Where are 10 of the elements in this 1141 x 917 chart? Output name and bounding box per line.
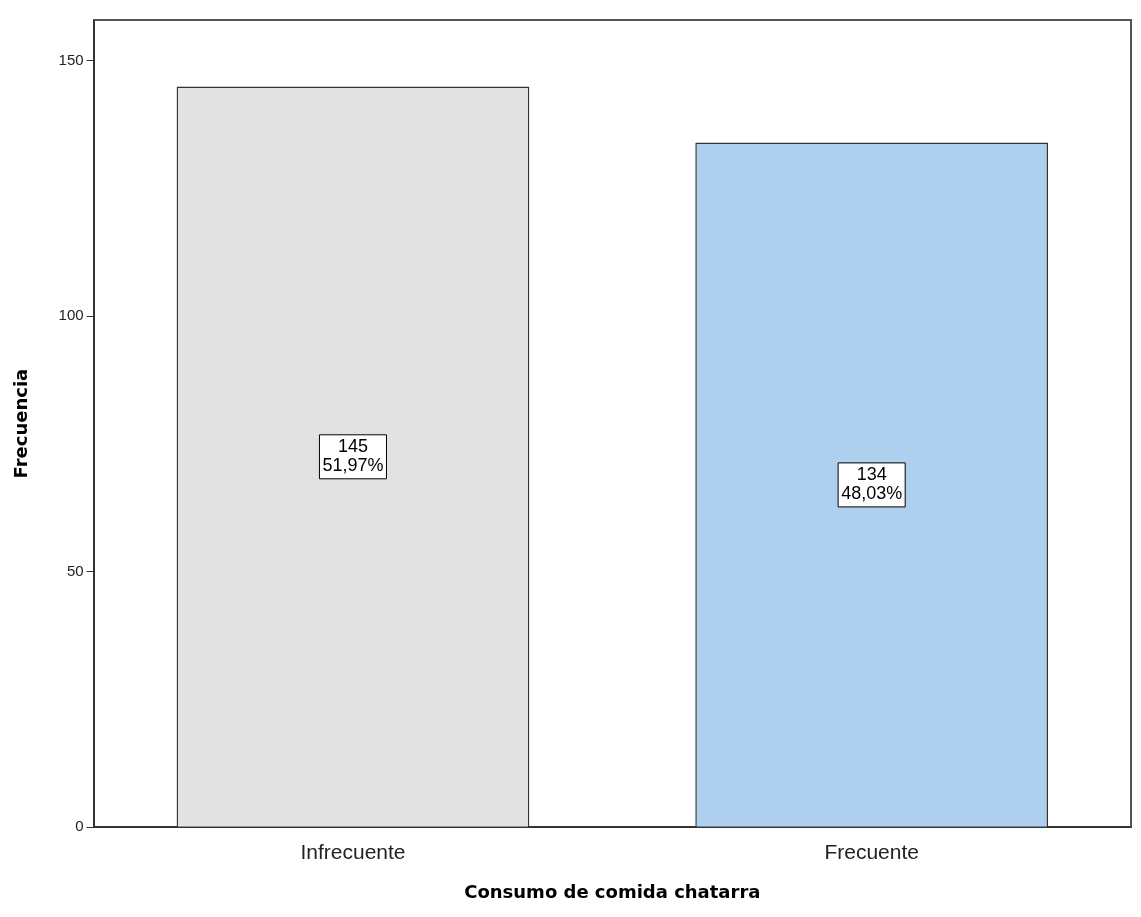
y-tick-label: 100 [58, 306, 84, 324]
y-tick-label: 50 [66, 561, 84, 579]
x-tick-label: Infrecuente [300, 839, 406, 863]
data-label: 134 48,03% [841, 464, 903, 504]
y-axis-title: Frecuencia [10, 368, 32, 479]
data-label: 145 51,97% [322, 436, 384, 476]
x-axis-title: Consumo de comida chatarra [464, 880, 761, 902]
y-tick-label: 150 [58, 51, 84, 69]
x-tick-label: Frecuente [824, 839, 919, 863]
y-tick-label: 0 [75, 817, 84, 835]
